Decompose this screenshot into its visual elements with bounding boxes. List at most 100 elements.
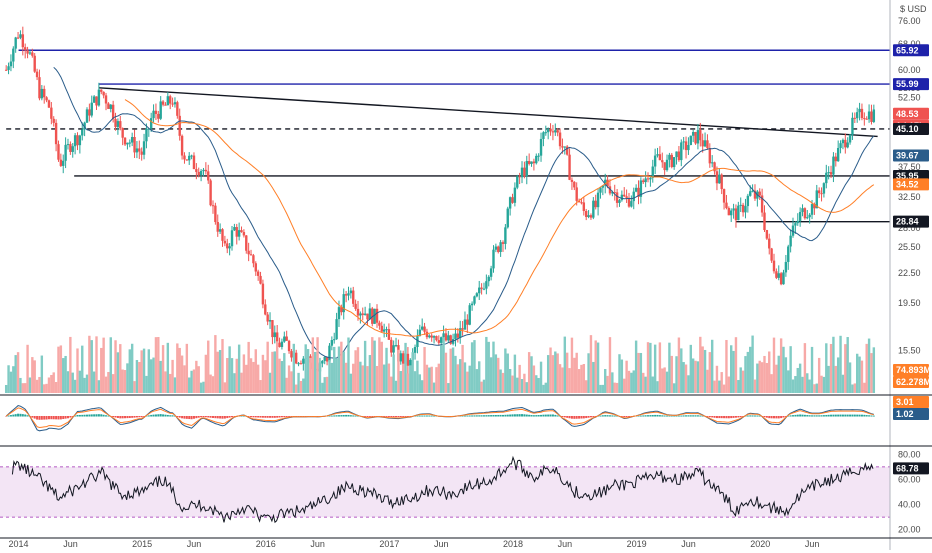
candle-body (687, 145, 690, 151)
volume-bar (50, 374, 53, 393)
candle-body (26, 50, 29, 54)
volume-bar (839, 335, 842, 393)
volume-tag-bg (893, 364, 929, 376)
volume-bars (4, 335, 876, 393)
volume-bar (157, 337, 160, 393)
macd-histogram-bar (787, 415, 790, 417)
volume-bar (492, 341, 495, 393)
candle-body (808, 214, 811, 218)
candle-body (140, 151, 143, 155)
candle-body (846, 142, 849, 148)
macd-histogram-bar (402, 416, 405, 417)
volume-bar (401, 363, 405, 393)
macd-histogram-bar (247, 416, 250, 417)
macd-histogram-bar (739, 416, 742, 418)
volume-bar (713, 380, 716, 393)
candle-body (637, 187, 640, 197)
candle-body (428, 335, 431, 338)
volume-bar (808, 379, 811, 393)
macd-histogram-bar (463, 415, 466, 417)
macd-histogram-bar (620, 416, 623, 417)
macd-histogram-bar (19, 413, 22, 417)
volume-bar (382, 364, 386, 393)
volume-bar (760, 362, 764, 393)
volume-bar (35, 379, 39, 393)
volume-bar (699, 336, 702, 393)
macd-histogram-bar (195, 416, 198, 419)
macd-histogram-bar (97, 414, 100, 417)
volume-bar (727, 376, 731, 393)
candle-body (718, 174, 721, 184)
macd-histogram-bar (102, 414, 105, 417)
volume-bar (710, 339, 714, 393)
price-marker-tag: 39.67 (896, 151, 919, 161)
macd-histogram-bar (414, 415, 417, 417)
candle-body (651, 166, 654, 178)
macd-histogram-bar (59, 416, 62, 420)
candle-body (601, 185, 605, 188)
macd-histogram-bar (720, 416, 723, 419)
candle-body (703, 140, 707, 147)
volume-bar (123, 370, 127, 393)
macd-histogram-bar (782, 416, 785, 418)
candle-body (135, 148, 139, 153)
candle-body (245, 235, 248, 251)
candle-body (342, 294, 345, 313)
volume-bar (485, 336, 488, 393)
volume-bar (822, 376, 826, 393)
candle-body (423, 326, 426, 332)
volume-bar (390, 376, 393, 393)
volume-bar (242, 354, 246, 393)
volume-tag: 62.278M (896, 377, 931, 387)
macd-histogram-bar (131, 416, 134, 418)
macd-histogram-bar (751, 415, 754, 417)
volume-bar (321, 382, 324, 393)
volume-bar (40, 355, 44, 393)
candle-body (675, 151, 678, 158)
volume-bar (149, 359, 153, 393)
volume-bar (266, 341, 269, 393)
macd-histogram-bar (573, 416, 576, 419)
volume-bar (530, 356, 533, 393)
candle-body (839, 143, 842, 148)
candle-body (69, 144, 72, 152)
macd-histogram-bar (701, 415, 704, 417)
volume-bar (570, 337, 574, 393)
macd-histogram-bar (154, 414, 157, 417)
macd-tag: 3.01 (896, 397, 914, 407)
macd-histogram-bar (26, 415, 29, 417)
volume-bar (183, 365, 186, 393)
volume-bar (625, 360, 628, 393)
volume-bar (730, 345, 733, 393)
macd-histogram-bar (188, 416, 191, 420)
candle-body (216, 222, 219, 232)
volume-bar (447, 383, 450, 393)
candle-body (620, 194, 624, 201)
macd-histogram-bar (31, 416, 34, 418)
candle-body (732, 208, 735, 211)
rsi-value-tag: 68.78 (896, 463, 919, 473)
candle-body (615, 192, 619, 203)
macd-histogram-bar (675, 415, 678, 417)
time-tick-label: 2018 (503, 539, 523, 549)
volume-bar (582, 364, 586, 393)
price-tick-label: 52.50 (898, 92, 921, 102)
candle-body (278, 342, 281, 347)
volume-bar (855, 353, 859, 393)
candle-body (328, 345, 331, 362)
candle-body (176, 102, 179, 116)
macd-histogram-bar (730, 416, 733, 419)
macd-histogram-bar (549, 414, 552, 417)
macd-histogram-bar (273, 416, 276, 418)
volume-bar (613, 382, 616, 393)
candle-body (770, 248, 773, 261)
candle-body (539, 138, 543, 156)
rsi-pane (0, 455, 890, 524)
macd-histogram-bar (5, 416, 8, 417)
volume-bar (508, 368, 512, 393)
candle-body (356, 308, 360, 316)
candle-body (789, 235, 792, 247)
candle-body (444, 333, 448, 341)
